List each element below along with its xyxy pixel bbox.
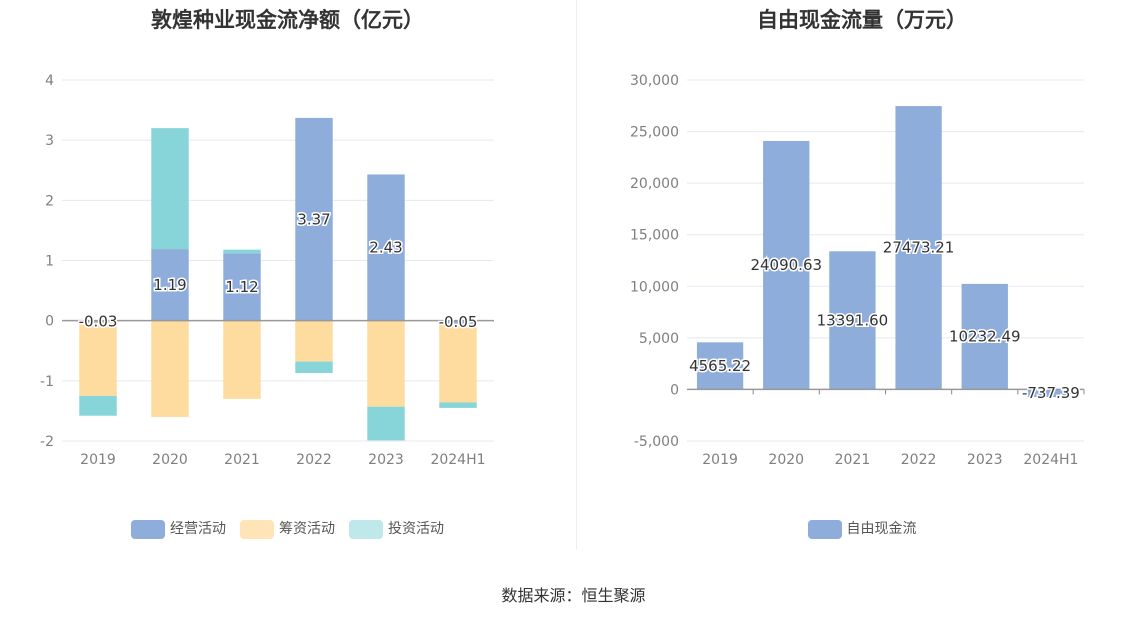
free-cash-flow-x-tick-label: 2023 xyxy=(967,452,1003,468)
cash-flow-bar-financing xyxy=(151,320,189,417)
free-cash-flow-x-tick-label: 2024H1 xyxy=(1023,452,1078,468)
cash-flow-bar-operating xyxy=(223,253,261,321)
cash-flow-chart: 4 3 2 1 0 -1 -2 2019 2020 2021 2022 2023 2024H1 -0.03… xyxy=(40,73,494,468)
cash-flow-legend[interactable]: 经营活动 筹资活动 投资活动 xyxy=(0,518,575,539)
free-cash-flow-chart-panel: 自由现金流量（万元） 30,000 25,000 20,000 15,000 10,00… xyxy=(577,0,1147,550)
cash-flow-chart-title: 敦煌种业现金流净额（亿元） xyxy=(151,8,424,32)
cash-flow-bar-investing xyxy=(367,406,405,441)
free-cash-flow-x-tick-label: 2019 xyxy=(702,452,738,468)
cash-flow-legend-swatch xyxy=(240,519,274,539)
cash-flow-chart-panel: 敦煌种业现金流净额（亿元） 4 3 2 1 0 -1 -2 2019 2020 2021 2022 2… xyxy=(0,0,575,550)
cash-flow-data-label: 3.37 xyxy=(297,210,330,228)
free-cash-flow-bar-fcf xyxy=(961,283,1008,390)
cash-flow-legend-item[interactable]: 经营活动 xyxy=(131,518,226,539)
cash-flow-bar-financing xyxy=(79,322,117,396)
panel-divider xyxy=(576,0,577,550)
cash-flow-y-tick-label: 4 xyxy=(45,73,54,89)
free-cash-flow-legend-item[interactable]: 自由现金流 xyxy=(807,518,917,539)
cash-flow-bar-operating xyxy=(79,320,117,323)
cash-flow-data-label: 1.12 xyxy=(225,278,258,296)
cash-flow-x-tick-label: 2020 xyxy=(152,452,188,468)
cash-flow-data-label: -0.05 xyxy=(439,313,478,331)
free-cash-flow-x-tick-label: 2021 xyxy=(835,452,871,468)
cash-flow-x-tick-label: 2023 xyxy=(368,452,404,468)
free-cash-flow-legend[interactable]: 自由现金流 xyxy=(577,518,1147,539)
cash-flow-legend-swatch xyxy=(131,519,165,539)
free-cash-flow-data-label: 27473.21 xyxy=(883,239,955,257)
cash-flow-legend-item[interactable]: 投资活动 xyxy=(349,518,444,539)
cash-flow-bar-financing xyxy=(223,320,261,399)
free-cash-flow-legend-label: 自由现金流 xyxy=(846,521,917,537)
free-cash-flow-data-label: 13391.60 xyxy=(817,311,889,329)
free-cash-flow-y-tick-label: 20,000 xyxy=(630,176,679,192)
cash-flow-data-label: 2.43 xyxy=(369,239,402,257)
free-cash-flow-bar-fcf xyxy=(895,106,942,390)
cash-flow-bar-investing xyxy=(223,249,261,254)
free-cash-flow-y-tick-label: 15,000 xyxy=(630,228,679,244)
cash-flow-y-tick-label: -1 xyxy=(40,374,54,390)
cash-flow-data-label: 1.19 xyxy=(153,276,186,294)
free-cash-flow-y-tick-label: 25,000 xyxy=(630,125,679,141)
cash-flow-y-tick-label: 1 xyxy=(45,254,54,270)
cash-flow-x-tick-label: 2024H1 xyxy=(430,452,485,468)
cash-flow-x-tick-label: 2021 xyxy=(224,452,260,468)
cash-flow-x-tick-label: 2019 xyxy=(80,452,116,468)
cash-flow-bar-investing xyxy=(79,395,117,416)
free-cash-flow-y-tick-label: 10,000 xyxy=(630,279,679,295)
free-cash-flow-bar-fcf xyxy=(696,342,744,390)
cash-flow-bar-operating xyxy=(295,117,333,321)
cash-flow-bar-operating xyxy=(151,249,189,321)
cash-flow-x-tick-label: 2022 xyxy=(296,452,332,468)
free-cash-flow-bar-fcf xyxy=(1027,389,1075,398)
cash-flow-bar-financing xyxy=(295,320,333,362)
free-cash-flow-x-tick-label: 2020 xyxy=(768,452,804,468)
free-cash-flow-data-label: -737.39 xyxy=(1022,384,1080,402)
cash-flow-legend-item[interactable]: 筹资活动 xyxy=(240,518,335,539)
cash-flow-bar-operating xyxy=(439,320,477,324)
free-cash-flow-bar-fcf xyxy=(763,140,810,390)
cash-flow-legend-label: 投资活动 xyxy=(388,521,444,537)
cash-flow-data-label: -0.03 xyxy=(79,313,118,331)
free-cash-flow-y-tick-label: 30,000 xyxy=(630,73,679,89)
data-source-note: 数据来源：恒生聚源 xyxy=(501,586,646,605)
free-cash-flow-y-tick-label: -5,000 xyxy=(634,434,679,450)
cash-flow-bar-operating xyxy=(367,174,405,321)
cash-flow-bar-investing xyxy=(151,128,189,250)
free-cash-flow-data-label: 4565.22 xyxy=(689,357,751,375)
free-cash-flow-legend-swatch xyxy=(807,519,842,539)
cash-flow-bar-investing xyxy=(295,361,333,374)
cash-flow-legend-label: 筹资活动 xyxy=(279,521,335,537)
cash-flow-bar-financing xyxy=(439,323,477,403)
cash-flow-y-tick-label: 3 xyxy=(45,133,54,149)
cash-flow-legend-swatch xyxy=(349,519,383,539)
cash-flow-bar-investing xyxy=(439,402,477,408)
free-cash-flow-data-label: 24090.63 xyxy=(750,256,822,274)
cash-flow-y-tick-label: 2 xyxy=(45,193,54,209)
cash-flow-y-tick-label: 0 xyxy=(45,314,54,330)
free-cash-flow-chart-title: 自由现金流量（万元） xyxy=(757,8,967,32)
free-cash-flow-x-tick-label: 2022 xyxy=(901,452,937,468)
cash-flow-bar-financing xyxy=(367,320,405,407)
cash-flow-legend-label: 经营活动 xyxy=(170,521,226,537)
free-cash-flow-data-label: 10232.49 xyxy=(949,328,1021,346)
free-cash-flow-chart: 30,000 25,000 20,000 15,000 10,000 5,000 0 -5,0… xyxy=(630,73,1085,468)
free-cash-flow-y-tick-label: 5,000 xyxy=(639,331,679,347)
free-cash-flow-bar-fcf xyxy=(829,251,876,390)
free-cash-flow-y-tick-label: 0 xyxy=(670,382,679,398)
cash-flow-y-tick-label: -2 xyxy=(40,434,54,450)
